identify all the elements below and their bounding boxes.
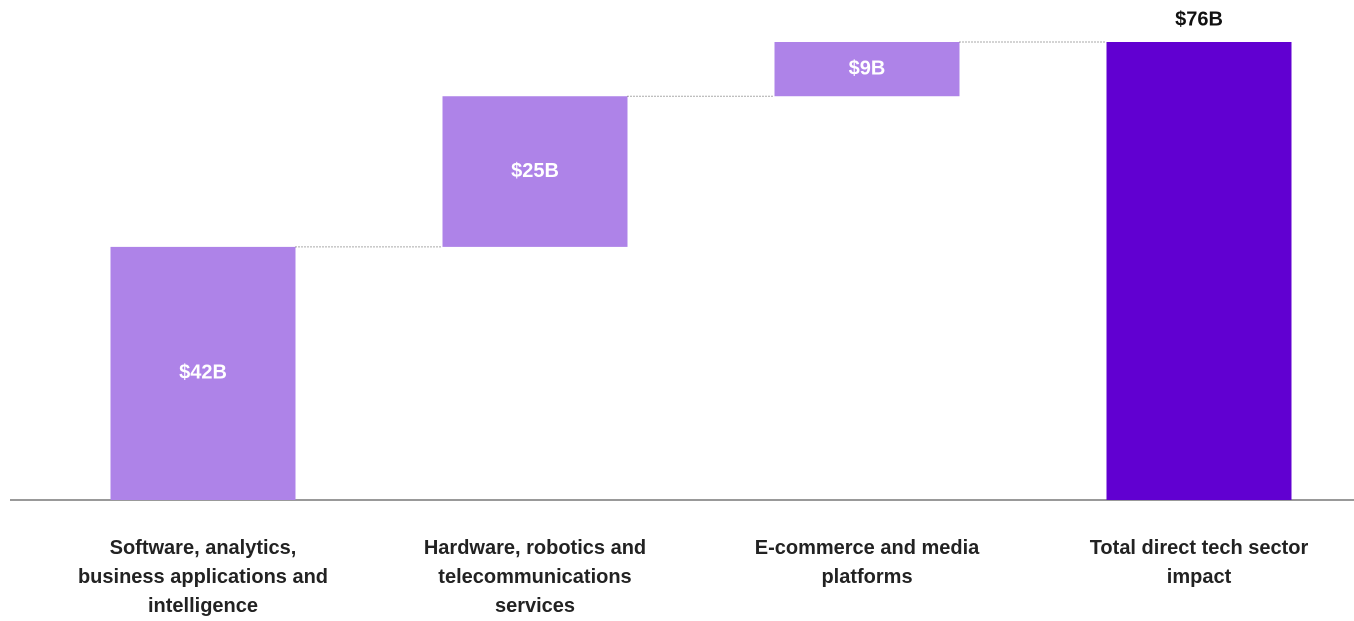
x-tick-label: Total direct tech sector impact — [1089, 537, 1309, 588]
value-label: $25B — [511, 160, 559, 182]
x-tick-label: Hardware, robotics and telecommunication… — [423, 537, 647, 617]
bar — [110, 246, 296, 500]
bar — [1106, 42, 1292, 500]
bar — [774, 42, 960, 97]
value-label: $42B — [179, 362, 227, 384]
x-tick-label: E-commerce and media platforms — [754, 537, 980, 588]
bar — [442, 96, 628, 247]
value-label: $76B — [1175, 8, 1223, 30]
value-label: $9B — [849, 57, 886, 79]
x-tick-label: Software, analytics, business applicatio… — [77, 537, 329, 617]
